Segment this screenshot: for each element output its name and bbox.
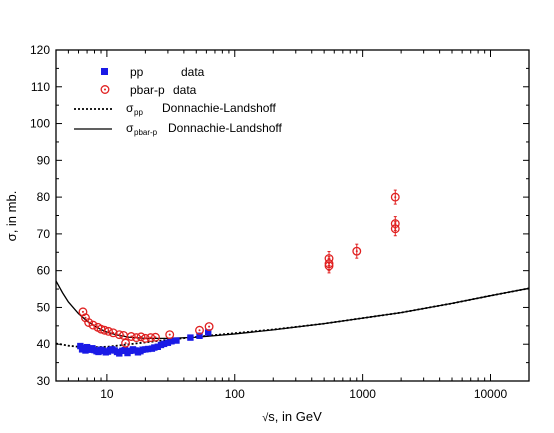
pbarp-point-ring — [104, 326, 113, 336]
legend-pp-marker — [101, 68, 108, 75]
x-axis-label-text: s, in GeV — [268, 409, 322, 424]
pbarp-data-point — [108, 328, 118, 338]
legend-symbol: σ — [126, 101, 134, 115]
pbarp-data-point — [204, 322, 214, 332]
pbarp-point-center — [130, 335, 133, 338]
pbarp-point-ring — [131, 333, 141, 343]
pbarp-point-ring — [136, 332, 146, 342]
x-tick-label: 10 — [100, 387, 114, 401]
pp-data-point — [205, 329, 212, 336]
pp-data-point — [168, 338, 175, 345]
legend-symbol: σ — [126, 121, 134, 135]
pbarp-point-ring — [165, 330, 175, 340]
ticks-layer: 30 40 50 60 70 80 90 100 110 120 10 100 1000 10000 — [30, 43, 530, 401]
legend-entry-pp: pp data — [101, 65, 205, 79]
pbarp-point-center — [144, 337, 147, 340]
pbarp-point-center — [112, 331, 115, 334]
pbarp-data-point — [121, 338, 131, 348]
legend-description: data — [173, 83, 197, 97]
pbarp-data-point — [165, 330, 175, 340]
pbarp-point-ring — [100, 325, 110, 335]
pbarp-point-center — [122, 334, 125, 337]
pbarp-data-point — [88, 320, 98, 330]
y-tick-label: 110 — [31, 80, 50, 94]
y-tick-label: 90 — [37, 153, 51, 167]
pp-data-point — [144, 345, 152, 353]
x-tick-label: 10000 — [474, 387, 508, 401]
x-axis-label: √s, in GeV — [262, 409, 322, 424]
y-axis-label: σ, in mb. — [4, 191, 19, 242]
pbarp-point-ring — [140, 333, 150, 343]
pbarp-data-point — [324, 258, 334, 274]
pbarp-data-point — [126, 332, 136, 341]
legend-description: Donnachie-Landshoff — [168, 121, 283, 135]
x-tick-label: 1000 — [349, 387, 376, 401]
pbarp-data-point — [390, 189, 400, 205]
pbarp-point-center — [154, 336, 157, 339]
legend-entry-dl_pbarp: σ pbar-p Donnachie-Landshoff — [74, 121, 283, 137]
pp-data-point — [77, 342, 84, 350]
pp-dl-curve — [55, 287, 530, 349]
pp-data-point — [164, 339, 172, 346]
pbarp-point-ring — [121, 338, 131, 348]
legend-pbarp-marker-center — [104, 88, 106, 91]
legend-label: pp — [130, 65, 144, 79]
pbarp-data-point — [151, 332, 160, 342]
pbarp-data-point — [84, 318, 94, 327]
y-tick-label: 70 — [37, 227, 51, 241]
pp-data-point — [154, 343, 161, 350]
y-tick-label: 40 — [37, 337, 51, 351]
y-tick-label: 50 — [37, 300, 51, 314]
pbarp-data-point — [136, 332, 146, 342]
pbarp-point-center — [92, 324, 95, 327]
legend-entry-pbarp: pbar-p data — [100, 83, 197, 97]
pp-data-point — [151, 344, 158, 351]
legend-pbarp-marker — [100, 85, 110, 94]
pbarp-data-point — [140, 333, 150, 343]
y-tick-label: 120 — [30, 43, 50, 57]
pbarp-point-center — [124, 342, 127, 345]
pp-data-point — [187, 334, 194, 341]
pbarp-point-ring — [88, 320, 98, 330]
legend-label: pbar-p — [130, 83, 165, 97]
pbarp-data-point — [352, 243, 362, 259]
plot-frame — [55, 49, 530, 382]
pbarp-data-point — [78, 307, 88, 317]
y-tick-label: 60 — [37, 264, 51, 278]
pbarp-point-ring — [108, 328, 118, 338]
x-axis-label-sqrt: √ — [262, 412, 269, 424]
legend-description: data — [181, 65, 205, 79]
x-tick-label: 100 — [225, 387, 245, 401]
pbarp-point-center — [81, 310, 84, 313]
pbarp-point-center — [208, 325, 211, 328]
pbarp-data-point — [195, 325, 204, 335]
legend-subscript: pbar-p — [134, 128, 158, 137]
pbarp-point-ring — [126, 332, 136, 341]
y-tick-label: 80 — [37, 190, 51, 204]
pbarp-point-ring — [195, 325, 204, 335]
y-tick-label: 30 — [37, 374, 51, 388]
pbarp-point-center — [168, 333, 171, 336]
pbarp-point-center — [198, 329, 201, 332]
pbarp-point-center — [87, 321, 90, 324]
pbarp-point-center — [84, 316, 87, 319]
pbarp-point-ring — [78, 307, 88, 317]
pp-data-point — [160, 340, 168, 348]
legend-entry-dl_pp: σ pp Donnachie-Landshoff — [74, 101, 277, 117]
pbarp-point-ring — [146, 333, 156, 343]
pp-data-point — [196, 332, 203, 339]
legend-subscript: pp — [134, 108, 143, 117]
pbarp-point-ring — [84, 318, 94, 327]
pbarp-data-point — [390, 221, 400, 237]
pbarp-point-ring — [151, 332, 160, 342]
legend-description: Donnachie-Landshoff — [162, 101, 277, 115]
pbarp-point-ring — [204, 322, 214, 332]
y-tick-label: 100 — [30, 117, 50, 131]
pp-data-point — [173, 337, 180, 344]
points-layer — [77, 189, 400, 357]
pbarp-dl-curve — [55, 280, 530, 339]
